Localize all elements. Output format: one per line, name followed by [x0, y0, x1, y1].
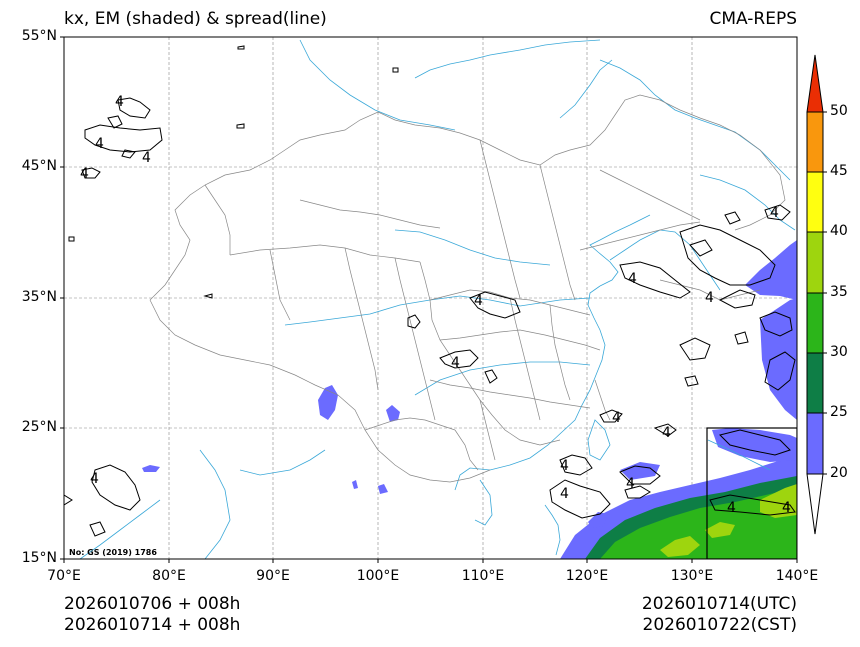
south-china-sea-inset	[706, 427, 797, 559]
init-time-cst: 2026010714 + 008h	[64, 615, 241, 635]
contour-label: 4	[628, 271, 637, 287]
colorbar-label-40: 40	[830, 223, 848, 239]
colorbar-label-20: 20	[830, 465, 848, 481]
colorbar-label-45: 45	[830, 163, 848, 179]
contour-label: 4	[612, 410, 621, 426]
init-time-utc: 2026010706 + 008h	[64, 594, 241, 614]
lon-label-70: 70°E	[47, 568, 81, 584]
contour-label: 4	[95, 136, 104, 152]
valid-time-cst: 2026010722(CST)	[642, 615, 797, 635]
valid-time: 2026010714(UTC) 2026010722(CST)	[642, 594, 797, 636]
colorbar-bin-25-30	[806, 352, 824, 414]
colorbar-bin-30-35	[806, 292, 824, 354]
contour-label: 4	[451, 355, 460, 371]
kx-shading-ocean-south	[560, 455, 797, 559]
colorbar-label-25: 25	[830, 404, 848, 420]
colorbar-bin-35-40	[806, 231, 824, 294]
lat-label-25: 25°N	[21, 419, 57, 435]
colorbar-bin-40-45	[806, 171, 824, 233]
graticule	[64, 37, 797, 559]
lon-label-80: 80°E	[152, 568, 186, 584]
contour-label: 4	[90, 471, 99, 487]
contour-label: 4	[705, 290, 714, 306]
contour-label: 4	[474, 293, 483, 309]
contour-label: 4	[782, 500, 791, 516]
contour-label: 4	[662, 425, 671, 441]
lon-label-130: 130°E	[670, 568, 714, 584]
colorbar-label-35: 35	[830, 284, 848, 300]
colorbar-bin-20-25	[806, 412, 824, 475]
admin-boundaries	[149, 94, 786, 483]
coastlines-rivers	[79, 39, 796, 559]
contour-label: 4	[727, 500, 736, 516]
contour-label: 4	[560, 458, 569, 474]
lon-label-120: 120°E	[565, 568, 609, 584]
lat-label-35: 35°N	[21, 289, 57, 305]
contour-label: 4	[626, 476, 635, 492]
axis-ticks	[60, 36, 798, 563]
map-title: kx, EM (shaded) & spread(line)	[64, 9, 327, 29]
colorbar-bin-45-50	[806, 111, 824, 173]
kx-shading-ocean-east	[712, 240, 797, 462]
contour-label: 4	[560, 486, 569, 502]
lat-label-55: 55°N	[21, 28, 57, 44]
colorbar-label-30: 30	[830, 344, 848, 360]
colorbar-extend-low	[806, 473, 824, 535]
lon-label-110: 110°E	[461, 568, 505, 584]
forecast-init-lead: 2026010706 + 008h 2026010714 + 008h	[64, 594, 240, 636]
spread-contours	[64, 45, 796, 537]
valid-time-utc: 2026010714(UTC)	[641, 594, 797, 614]
map-approval-number: No: GS (2019) 1786	[69, 548, 157, 557]
colorbar-label-50: 50	[830, 103, 848, 119]
lon-label-100: 100°E	[356, 568, 400, 584]
colorbar-extend-high	[806, 54, 824, 113]
lat-label-15: 15°N	[21, 550, 57, 566]
contour-label: 4	[115, 94, 124, 110]
contour-label: 4	[80, 166, 89, 182]
colorbar	[806, 54, 827, 535]
contour-label: 4	[770, 205, 779, 221]
lon-label-90: 90°E	[256, 568, 290, 584]
contour-label: 4	[142, 150, 151, 166]
model-name: CMA-REPS	[709, 9, 797, 29]
kx-shading-land	[142, 385, 400, 494]
lat-label-45: 45°N	[21, 158, 57, 174]
lon-label-140: 140°E	[775, 568, 819, 584]
